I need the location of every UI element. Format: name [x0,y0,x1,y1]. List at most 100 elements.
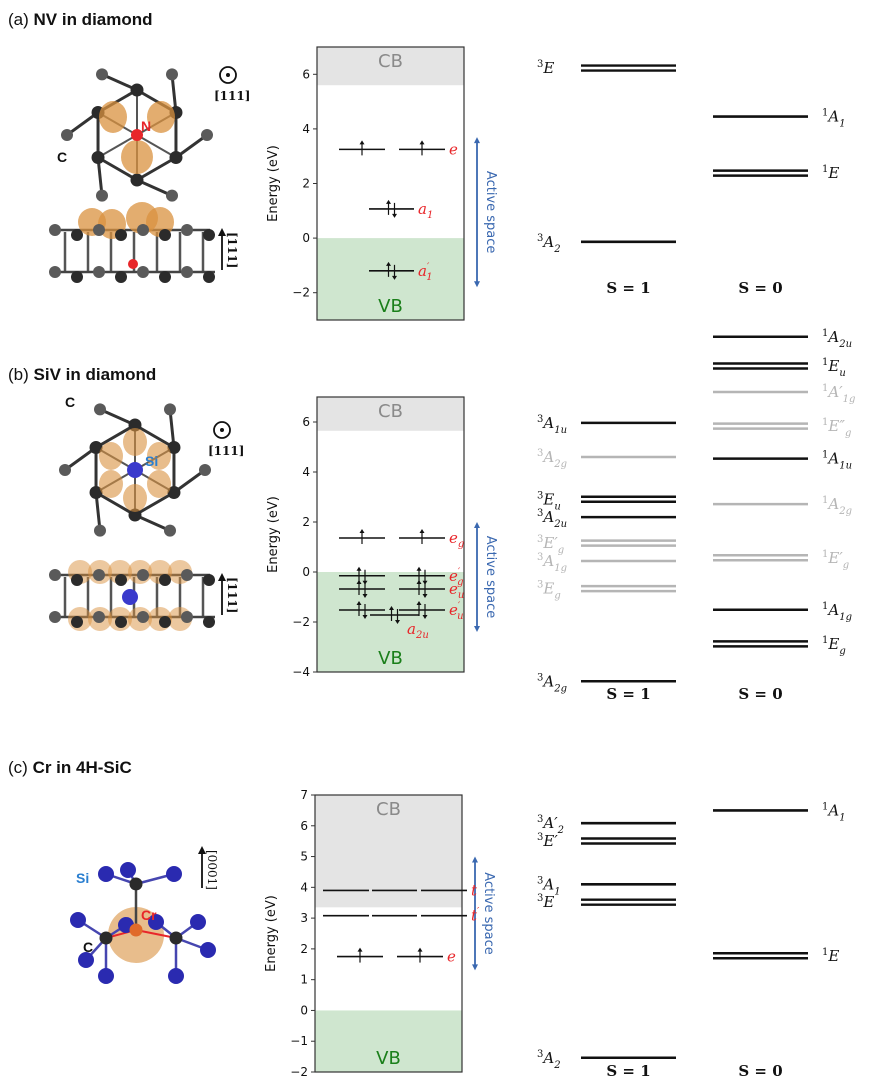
carbon-atom [91,151,105,164]
state-multiplicity: 1 [822,108,828,119]
state-multiplicity: 3 [537,875,543,886]
orbital-lobe [123,484,147,512]
panel-b: (b) SiV in diamond Si C [111] [111] CB VB −4 −2 0… [8,328,855,703]
state-subscript: 2u [553,519,567,530]
carbon-atom [49,569,61,581]
carbon-atom [130,173,144,187]
orbital-label: a2u [407,620,429,641]
crystal-structure-c: Si Cr C [0001] [70,846,219,984]
arrow-head-icon [474,626,480,632]
y-tick-label: 6 [302,415,310,429]
carbon-atom [164,403,176,416]
state-multiplicity: 3 [537,832,543,843]
singlet-state: 1A1g [713,601,852,623]
si-atom [148,914,164,930]
carbon-atom [167,486,181,499]
spin-column-label: S = 1 [606,1062,650,1080]
orbital-prime: ′ [427,262,430,273]
state-subscript: u [554,501,560,512]
orbital-symbol: a [418,262,427,280]
triplet-state: 3Eu [537,490,676,512]
arrow-head-icon [386,261,391,266]
triplet-state: 3A′2 [537,814,676,836]
orbital-label: t [471,881,478,899]
y-tick-label: −2 [290,1065,308,1079]
state-symbol: A [541,448,554,466]
state-symbol: A [541,672,554,690]
carbon-atom [167,441,181,454]
silicon-dopant-atom [122,589,138,605]
direction-label-side: [0001] [205,850,219,890]
orbital-symbol: e [449,529,458,547]
singlet-state: 1E′g [713,549,849,571]
state-subscript: 2g [553,459,567,470]
orbital-subscript: 1 [427,210,433,221]
state-label: 1A2g [822,495,852,517]
state-subscript: 2g [838,506,852,517]
singlet-state: 1A2g [713,495,852,517]
panel-name: NV in diamond [34,10,153,29]
orbital-symbol: e [449,567,458,585]
si-atom [78,952,94,968]
state-label: 1A2u [822,328,852,350]
panel-c: (c) Cr in 4H-SiCSiCrC[0001]CBVB−2−101234… [8,758,846,1080]
spin-column-label: S = 0 [738,279,782,297]
carbon-atom [93,224,105,236]
carbon-atom [89,486,103,499]
orbital-symbol: e [449,140,458,158]
state-label: 3E [537,893,554,911]
orbital-subscript: g [458,539,464,550]
carbon-atom [181,224,193,236]
panel-name: SiV in diamond [34,365,157,384]
state-label: 1A1g [822,601,852,623]
state-symbol: A [826,601,839,619]
y-tick-label: −2 [292,286,310,300]
vb-label: VB [378,648,403,669]
carbon-atom [99,931,113,945]
bond [97,156,138,182]
orbital-chart-c: CB VB −2 −1 0 1 2 3 4 5 6 7 Energy (eV) Active spacet… [264,788,496,1079]
state-multiplicity: 1 [822,495,828,506]
panel-title: (a) NV in diamond [8,10,153,29]
y-tick-label: 2 [300,942,308,956]
spin-column-label: S = 1 [606,685,650,703]
orbital-label: e′ u [449,601,464,622]
triplet-state: 3E [537,893,676,911]
orbital-label: e′ g [449,567,464,588]
carbon-atom [93,611,105,623]
state-symbol: E [542,893,554,911]
carbon-atom [203,616,215,628]
triplet-state: 3E′g [537,534,676,556]
crystal-structure-a: N C [111] [111] [49,66,250,283]
state-subscript: g [845,428,851,439]
state-symbol: A [826,495,839,513]
orbital-symbol: e [447,948,456,966]
out-of-plane-icon [219,66,237,84]
orbital-label: t′ [471,907,480,925]
panel-title: (c) Cr in 4H-SiC [8,758,132,777]
arrow-head-icon [472,856,478,863]
spin-column-label: S = 1 [606,279,650,297]
atom-label-si: Si [76,870,89,886]
direction-label-side: [111] [225,232,239,268]
state-symbol: A [541,875,554,893]
valence-band-region [317,238,464,320]
singlet-state: 1E″g [713,417,851,439]
carbon-atom [49,266,61,278]
bond [134,491,175,517]
arrow-head-icon [389,606,394,610]
state-subscript: 1 [839,119,845,130]
state-symbol: A [541,1049,554,1067]
singlet-state: 1A2u [713,328,852,350]
spin-column-label: S = 0 [738,1062,782,1080]
y-tick-label: 1 [300,973,308,987]
panel-title: (b) SiV in diamond [8,365,156,384]
state-symbol: E [827,947,839,965]
arrow-head-icon [362,615,368,619]
state-subscript: 2 [553,244,560,255]
state-multiplicity: 3 [537,672,543,683]
